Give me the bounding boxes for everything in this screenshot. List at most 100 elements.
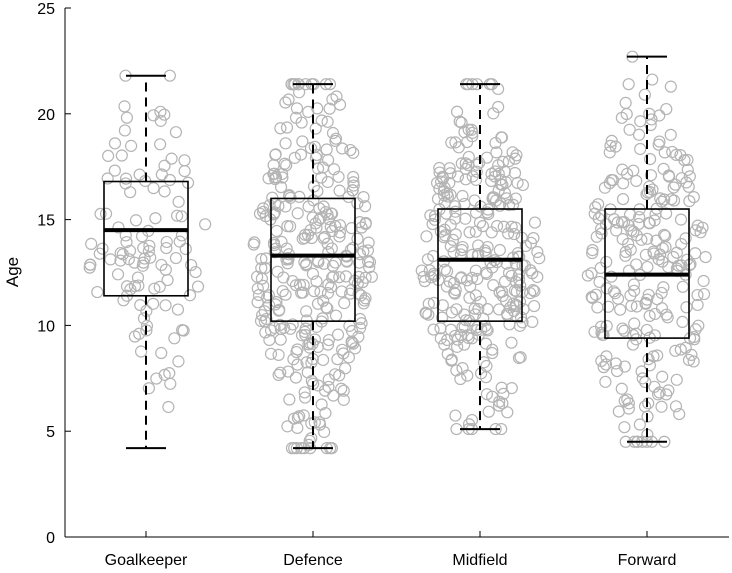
data-point [269,148,282,161]
data-point [137,312,151,325]
data-point [623,123,636,136]
y-tick-label: 10 [37,318,55,335]
data-point [179,242,192,256]
data-point [466,126,479,139]
data-point [669,400,683,413]
data-point [594,261,607,275]
data-point [320,143,333,156]
data-point [455,243,468,257]
data-point [681,153,694,167]
data-point [605,134,618,148]
data-point [526,267,539,280]
data-point [286,318,299,331]
data-point [296,135,309,148]
data-point [644,118,657,132]
data-point [680,301,693,314]
data-point [302,105,315,119]
data-point [502,227,515,240]
data-point [177,324,190,337]
data-point [600,350,613,363]
data-point [581,269,594,282]
data-point [335,285,348,298]
data-point [528,299,541,313]
data-point [279,288,292,301]
data-point [279,137,292,150]
data-point [268,321,281,334]
data-point [305,231,318,245]
data-point [676,315,689,329]
data-point [302,200,315,213]
data-point [330,90,343,103]
data-point [469,206,483,219]
data-point [262,172,275,185]
x-tick-label: Goalkeeper [105,552,188,569]
data-point [681,253,694,266]
data-point [137,241,150,255]
data-point [657,228,671,241]
data-point [264,347,278,360]
data-point [661,311,674,324]
data-point [270,224,283,238]
data-point [124,139,138,152]
data-point [164,377,177,390]
box-iqr [270,197,356,322]
data-point [435,311,449,324]
data-point [168,332,181,345]
data-point [356,276,369,289]
data-point [178,165,191,178]
data-point [597,328,610,341]
data-point [279,96,292,109]
data-point [459,212,472,225]
data-point [128,256,141,269]
data-point [268,246,281,259]
data-point [588,325,601,338]
data-point [655,286,668,300]
data-point [290,102,304,115]
data-point [619,96,632,109]
data-point [83,261,96,274]
data-point [488,170,502,183]
data-point [115,149,128,162]
data-point [481,240,494,254]
data-point [159,263,172,276]
data-point [427,296,441,309]
data-point [158,159,171,172]
data-point [252,288,266,302]
data-point [454,328,468,342]
data-point [478,244,492,257]
data-point [444,323,458,336]
data-point [526,284,540,297]
data-point [263,333,276,347]
data-point [308,416,321,429]
data-point [342,190,355,204]
data-point [272,199,285,213]
data-point [123,244,137,257]
data-point [651,349,664,362]
data-point [643,217,656,230]
data-point [158,108,171,121]
data-point [276,284,289,298]
data-point [281,220,294,233]
data-point [321,153,335,167]
data-point [437,184,451,198]
y-axis-label: Age [3,257,22,287]
data-point [148,282,161,295]
data-point [482,405,495,418]
data-point [299,322,312,335]
data-point [160,235,173,249]
data-point [468,194,481,207]
data-point [449,205,462,218]
data-point [495,285,509,298]
data-point [689,323,702,336]
data-point [485,167,498,180]
data-point [357,297,370,310]
data-point [316,312,329,325]
data-point [315,171,328,184]
data-point [641,260,654,274]
data-point [313,418,327,431]
data-point [657,281,670,294]
data-point [636,372,649,385]
data-point [618,421,631,434]
data-point [615,216,629,229]
data-point [490,146,503,159]
